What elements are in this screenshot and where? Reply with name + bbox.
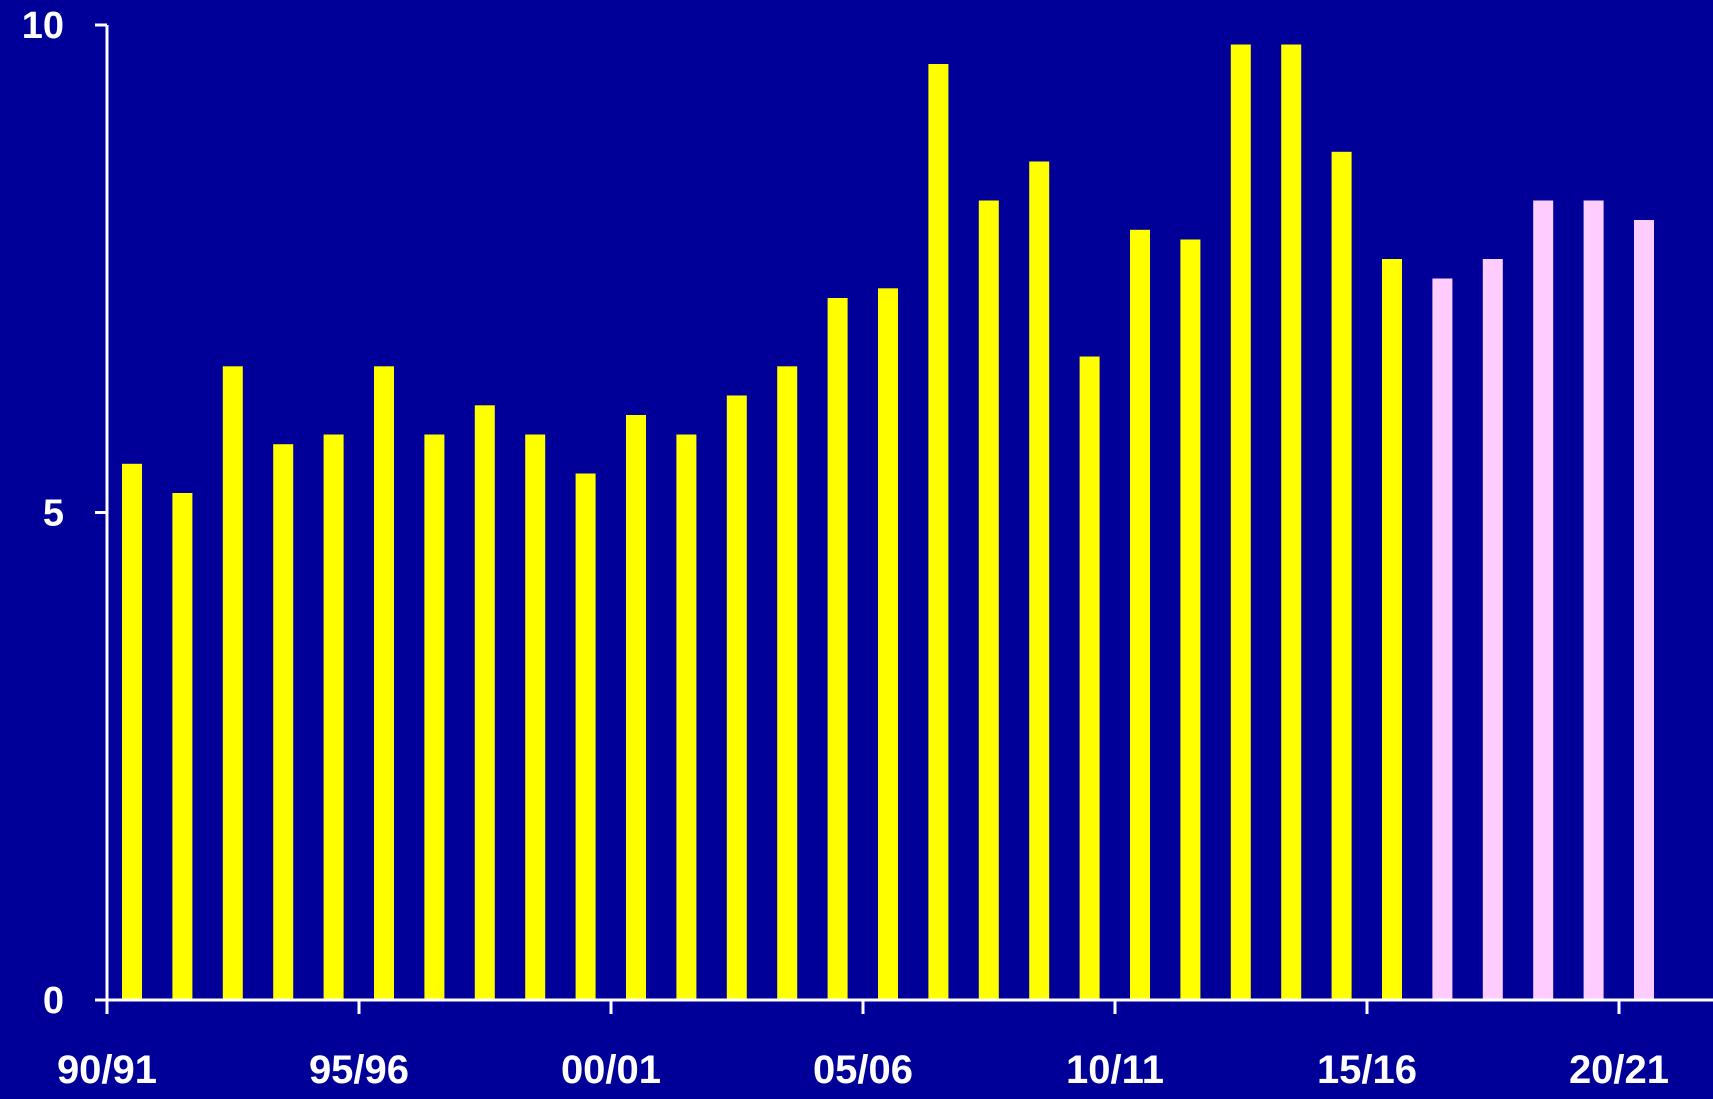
x-tick-label: 05/06 (813, 1048, 913, 1092)
actual-bar (1230, 44, 1251, 1000)
x-tick-label: 20/21 (1569, 1048, 1669, 1092)
actual-bar (122, 463, 142, 1001)
actual-bar (474, 405, 495, 1001)
actual-bar (1029, 161, 1050, 1000)
actual-bar (1079, 356, 1100, 1000)
actual-bar (323, 434, 344, 1000)
actual-bar (978, 200, 999, 1000)
actual-bar (676, 434, 697, 1000)
actual-bar (1281, 44, 1302, 1000)
actual-bar (525, 434, 546, 1000)
actual-bar (575, 473, 596, 1000)
y-tick-label: 0 (43, 980, 64, 1022)
x-tick-label: 00/01 (561, 1048, 661, 1092)
projected-bar (1634, 220, 1654, 1000)
x-tick-label: 10/11 (1066, 1048, 1164, 1092)
x-tick-label: 15/16 (1317, 1048, 1417, 1092)
actual-bar (1331, 151, 1352, 1001)
actual-bar (777, 366, 798, 1001)
actual-bar (273, 444, 294, 1000)
actual-bar (1180, 239, 1201, 1000)
actual-bar (626, 415, 646, 1000)
actual-bar (928, 64, 949, 1000)
actual-bar (424, 434, 445, 1000)
projected-bar (1583, 200, 1604, 1000)
actual-bar (172, 493, 193, 1000)
projected-bar (1482, 259, 1503, 1000)
x-tick-label: 95/96 (309, 1048, 409, 1092)
y-tick-label: 5 (43, 493, 64, 535)
actual-bar (222, 366, 243, 1001)
actual-bar (827, 298, 848, 1000)
projected-bar (1432, 278, 1453, 1000)
x-tick-label: 90/91 (57, 1048, 157, 1092)
actual-bar (1382, 259, 1402, 1000)
actual-bar (878, 288, 898, 1001)
actual-bar (726, 395, 747, 1000)
actual-bar (1130, 229, 1150, 1001)
projected-bar (1533, 200, 1554, 1000)
y-tick-label: 10 (22, 5, 64, 47)
actual-bar (374, 366, 394, 1001)
